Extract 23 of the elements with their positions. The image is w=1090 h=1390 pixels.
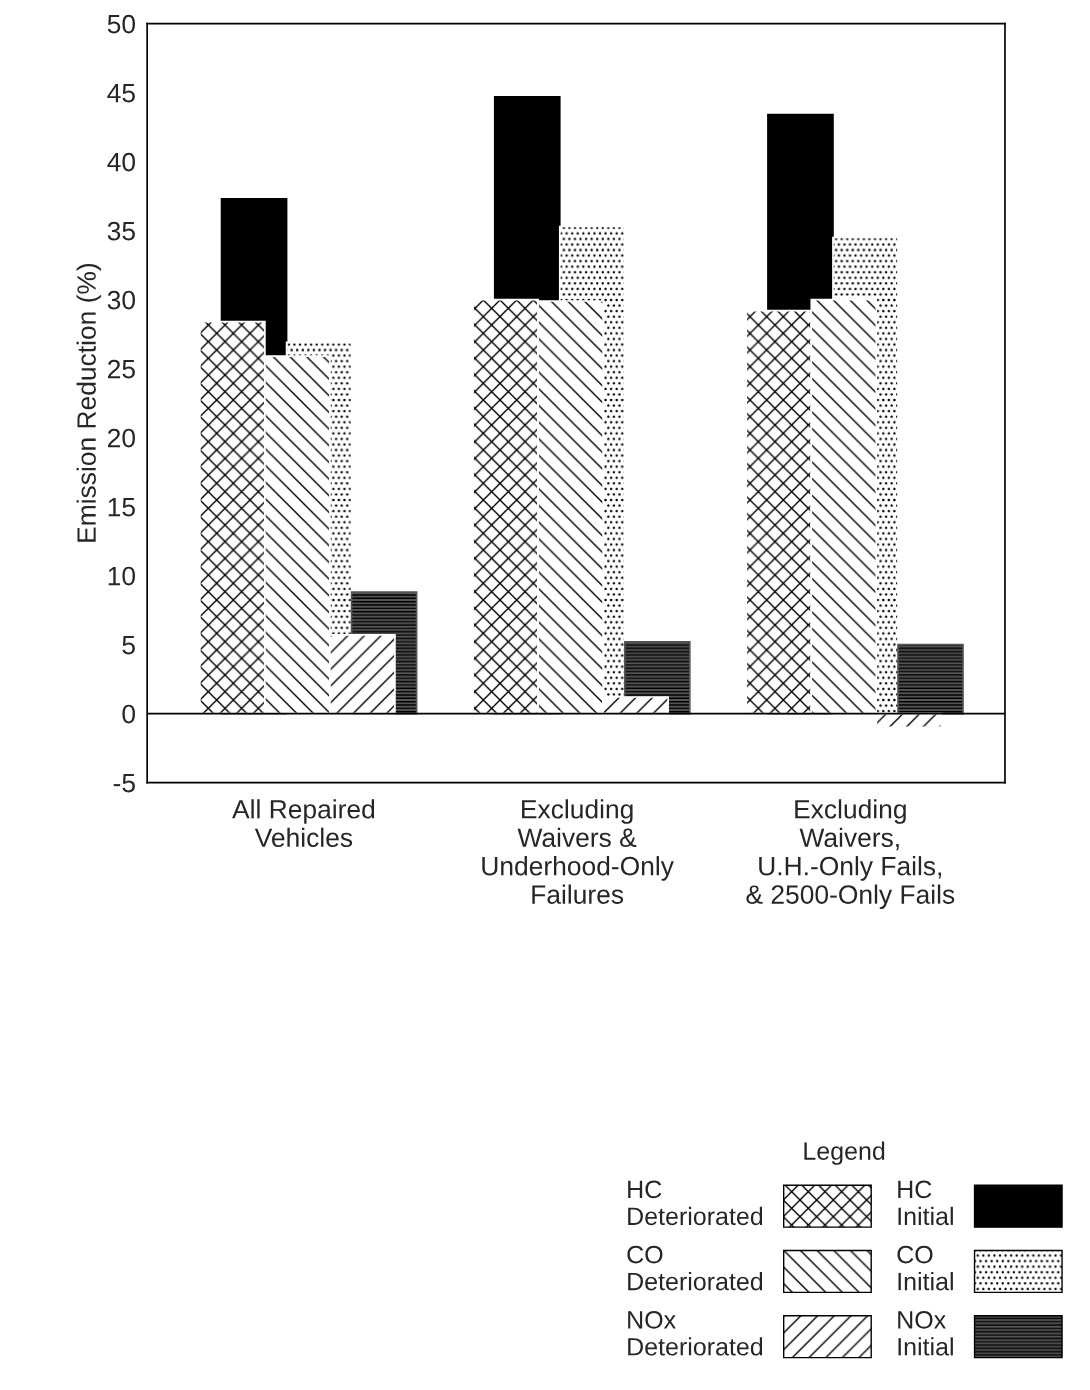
y-tick-label: 0: [122, 704, 136, 724]
x-tick-label: Excluding Waivers, U.H.-Only Fails, & 2500-Only Fails: [746, 799, 955, 910]
legend-label: NOx Initial: [898, 1310, 953, 1356]
y-tick-label: 5: [122, 635, 135, 655]
y-tick-label: 25: [108, 359, 135, 379]
y-tick-label: 15: [108, 498, 135, 517]
y-tick-label: 35: [107, 221, 135, 241]
legend-label: CO Deteriorated: [627, 1245, 763, 1291]
legend-label: HC Deteriorated: [628, 1180, 763, 1226]
legend-title: Legend: [804, 1141, 885, 1165]
y-tick-label: 20: [108, 428, 136, 448]
y-axis-title: Emission Reduction (%): [76, 263, 102, 542]
x-tick-label: All Repaired Vehicles: [232, 799, 375, 848]
y-tick-label: -5: [113, 773, 135, 793]
y-tick-label: 10: [108, 566, 136, 586]
y-tick-label: 50: [107, 14, 136, 34]
y-tick-label: 30: [107, 290, 136, 310]
legend-label: NOx Deteriorated: [628, 1310, 763, 1356]
y-tick-label: 40: [107, 152, 136, 172]
legend-label: CO Initial: [897, 1245, 953, 1291]
x-tick-label: Excluding Waivers & Underhood-Only Failures: [482, 799, 674, 904]
legend-label: HC Initial: [898, 1180, 953, 1226]
y-tick-label: 45: [107, 84, 135, 103]
